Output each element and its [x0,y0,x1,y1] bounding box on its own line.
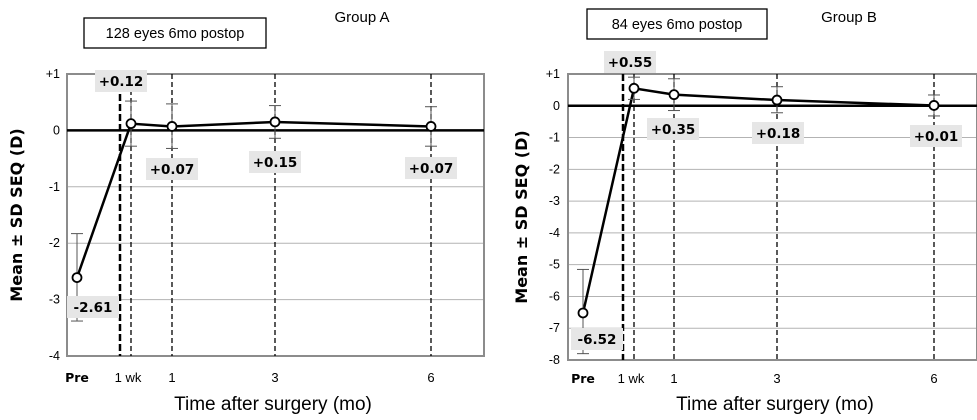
info-box [586,8,768,40]
y-tick-label: -2 [49,236,60,250]
y-tick-label: -1 [549,131,560,145]
y-tick-label: -4 [549,226,560,240]
data-label-box [647,118,699,140]
y-tick-label: -5 [549,258,560,272]
data-label-box [405,157,457,179]
data-label: +0.18 [756,126,801,142]
data-label: +0.55 [608,55,653,71]
y-tick-label: -1 [49,180,60,194]
y-tick-label: 0 [553,99,560,113]
x-tick-label: 1 [168,370,175,385]
x-tick-label: Pre [65,370,89,385]
data-label: +0.07 [150,162,195,178]
data-label-box [910,125,962,147]
data-point [628,82,640,94]
data-label-box [604,51,656,73]
chart-panel-b: +1 0 -1 -2 -3 -4 -5 -6 -7 -8 Pre 1 wk 1 3 6 -6.52 +0.55 +… [512,8,977,415]
data-label-box [146,158,198,180]
data-point [425,121,437,132]
y-axis-title: Mean ± SD SEQ (D) [7,128,26,301]
data-label: -2.61 [74,300,113,316]
y-tick-label: -3 [549,194,560,208]
data-label-box [249,151,301,173]
data-label: +0.35 [651,122,696,138]
data-point [668,89,680,101]
plot-area-frame [567,73,977,361]
group-title: Group B [821,9,877,26]
data-label: -6.52 [578,332,617,348]
y-tick-label: -4 [49,349,60,363]
y-tick-label: -6 [549,289,560,303]
chart-panel-a: +1 0 -1 -2 -3 -4 Pre 1 wk 1 3 6 -2.61 +0.12 +0.07 +0.1… [7,9,485,415]
x-tick-label: Pre [571,371,595,386]
info-box-text: 128 eyes 6mo postop [106,26,245,42]
data-label: +0.07 [409,161,454,177]
x-tick-label: 1 [670,371,677,386]
x-tick-label: 3 [773,371,780,386]
y-tick-label: -8 [549,353,560,367]
x-tick-label: 3 [271,370,278,385]
y-tick-label: -7 [549,321,560,335]
y-tick-label: -3 [49,293,60,307]
data-point [166,121,178,132]
info-box [83,17,267,49]
data-point [269,116,281,128]
x-tick-label: 1 wk [115,370,142,385]
data-label: +0.12 [99,74,144,90]
data-label: +0.01 [914,129,959,145]
data-label-box [571,328,623,350]
data-label-box [67,296,119,318]
x-axis-title: Time after surgery (mo) [174,394,372,415]
y-tick-label: -2 [549,162,560,176]
data-label: +0.15 [253,155,298,171]
info-box-text: 84 eyes 6mo postop [612,17,743,33]
data-point [125,118,137,130]
y-axis-title: Mean ± SD SEQ (D) [512,130,531,303]
y-tick-label: +1 [546,67,560,81]
y-tick-label: +1 [46,67,60,81]
data-label-box [95,70,147,92]
x-tick-label: 6 [427,370,434,385]
data-point [577,307,589,319]
data-point [928,100,940,111]
data-label-box [752,122,804,144]
x-tick-label: 6 [930,371,937,386]
data-point [771,94,783,106]
y-tick-label: 0 [53,123,60,137]
mean-line [75,120,432,279]
x-axis-title: Time after surgery (mo) [676,394,874,415]
x-tick-label: 1 wk [618,371,645,386]
group-title: Group A [334,9,389,26]
data-point [71,272,83,284]
